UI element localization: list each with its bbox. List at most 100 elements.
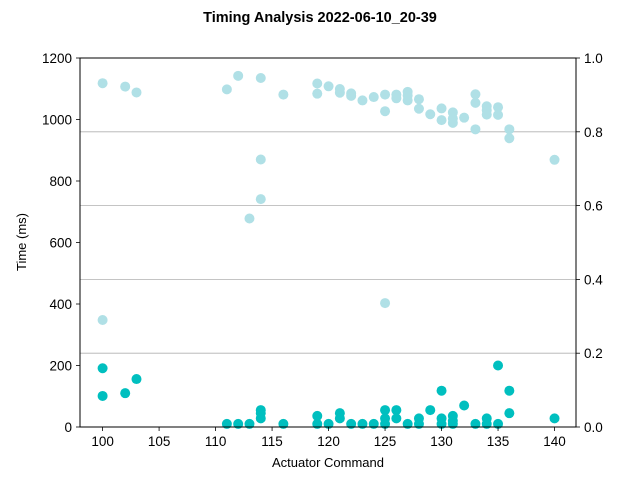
- x-tick-label: 100: [91, 434, 114, 449]
- grid-lines: [80, 131, 576, 354]
- data-point: [425, 405, 436, 416]
- data-point: [97, 78, 108, 89]
- y2-tick-label: 1.0: [584, 51, 603, 66]
- data-point: [436, 385, 447, 396]
- data-point: [312, 410, 323, 421]
- data-point: [323, 418, 334, 429]
- data-point: [131, 87, 142, 98]
- data-point: [380, 405, 391, 416]
- x-tick-label: 120: [317, 434, 340, 449]
- data-point: [97, 390, 108, 401]
- data-point: [255, 413, 266, 424]
- data-point: [255, 72, 266, 83]
- data-point: [131, 374, 142, 385]
- data-point: [436, 418, 447, 429]
- data-point: [97, 363, 108, 374]
- data-point: [346, 90, 357, 101]
- y-tick-label: 800: [49, 174, 72, 189]
- x-tick-label: 130: [430, 434, 453, 449]
- y-tick-label: 600: [49, 236, 72, 251]
- data-point: [504, 124, 515, 135]
- data-point: [368, 418, 379, 429]
- data-point: [470, 89, 481, 100]
- data-point: [357, 418, 368, 429]
- y-axis-right-ticks: 0.0 0.2 0.4 0.6 0.8 1.0: [576, 51, 603, 435]
- data-point: [334, 87, 345, 98]
- data-point: [278, 89, 289, 100]
- data-points: [97, 70, 560, 429]
- y-tick-label: 0: [64, 420, 72, 435]
- data-point: [233, 70, 244, 81]
- data-point: [470, 418, 481, 429]
- x-tick-label: 125: [374, 434, 397, 449]
- data-point: [380, 298, 391, 309]
- data-point: [278, 418, 289, 429]
- data-point: [504, 408, 515, 419]
- data-point: [380, 89, 391, 100]
- data-point: [402, 95, 413, 106]
- data-point: [425, 109, 436, 120]
- data-point: [413, 103, 424, 114]
- y-axis-left-ticks: 0 200 400 600 800 1000 1200: [42, 51, 80, 435]
- y-tick-label: 400: [49, 297, 72, 312]
- data-point: [470, 97, 481, 108]
- y-tick-label: 200: [49, 359, 72, 374]
- data-point: [380, 106, 391, 117]
- data-point: [413, 94, 424, 105]
- data-point: [233, 418, 244, 429]
- data-point: [504, 133, 515, 144]
- data-point: [346, 418, 357, 429]
- data-point: [368, 92, 379, 103]
- data-point: [120, 388, 131, 399]
- data-point: [391, 93, 402, 104]
- data-point: [391, 405, 402, 416]
- y2-tick-label: 0.4: [584, 272, 603, 287]
- data-point: [549, 413, 560, 424]
- data-point: [244, 213, 255, 224]
- data-point: [312, 88, 323, 99]
- data-point: [493, 102, 504, 113]
- x-tick-label: 115: [261, 434, 283, 449]
- y2-tick-label: 0.8: [584, 125, 603, 140]
- data-point: [436, 103, 447, 114]
- data-point: [549, 154, 560, 165]
- data-point: [436, 115, 447, 126]
- x-axis-ticks: 100 105 110 115 120 125 130 135 140: [91, 427, 566, 449]
- data-point: [334, 413, 345, 424]
- y-axis-label: Time (ms): [14, 213, 29, 271]
- data-point: [323, 81, 334, 92]
- chart-title: Timing Analysis 2022-06-10_20-39: [203, 10, 437, 26]
- data-point: [504, 385, 515, 396]
- data-point: [459, 400, 470, 411]
- data-point: [481, 109, 492, 120]
- data-point: [493, 418, 504, 429]
- data-point: [447, 117, 458, 128]
- y2-tick-label: 0.2: [584, 346, 603, 361]
- data-point: [380, 418, 391, 429]
- data-point: [255, 194, 266, 205]
- data-point: [221, 418, 232, 429]
- data-point: [493, 360, 504, 371]
- data-point: [97, 314, 108, 325]
- y2-tick-label: 0.0: [584, 420, 603, 435]
- data-point: [221, 84, 232, 95]
- data-point: [481, 418, 492, 429]
- data-point: [391, 413, 402, 424]
- data-point: [493, 109, 504, 120]
- x-tick-label: 110: [205, 434, 227, 449]
- x-tick-label: 140: [543, 434, 566, 449]
- data-point: [357, 95, 368, 106]
- data-point: [459, 112, 470, 123]
- series-0-points: [97, 70, 560, 325]
- data-point: [312, 78, 323, 89]
- data-point: [470, 124, 481, 135]
- x-tick-label: 135: [487, 434, 510, 449]
- y-tick-label: 1200: [42, 51, 72, 66]
- data-point: [244, 418, 255, 429]
- y-tick-label: 1000: [42, 113, 72, 128]
- x-tick-label: 105: [148, 434, 171, 449]
- x-axis-label: Actuator Command: [272, 455, 384, 470]
- data-point: [120, 81, 131, 92]
- data-point: [312, 418, 323, 429]
